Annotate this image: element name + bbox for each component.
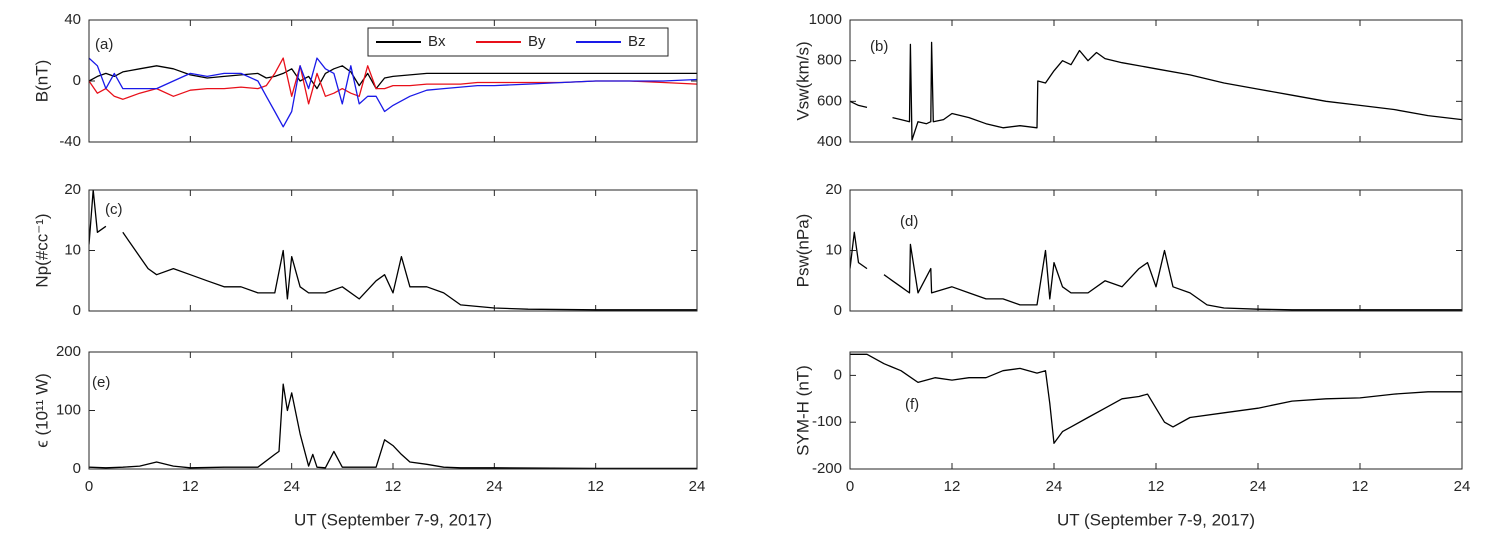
y-tick-label: 1000 <box>809 11 842 28</box>
y-tick-label: -100 <box>812 413 842 430</box>
legend-label: By <box>528 33 546 50</box>
y-tick-label: 0 <box>73 302 81 319</box>
data-line <box>89 57 697 128</box>
data-line <box>89 383 697 469</box>
y-tick-label: 0 <box>73 460 81 477</box>
y-tick-label: 100 <box>56 401 81 418</box>
panel: 0 10 20 (d) Psw(nPa) <box>793 181 1463 319</box>
legend-label: Bx <box>428 33 446 50</box>
y-tick-label: 0 <box>73 72 81 89</box>
data-line <box>89 190 697 311</box>
data-line <box>850 41 1462 141</box>
y-tick-label: 0 <box>834 366 842 383</box>
panel: 0 10 20 (c) Np(#cc⁻¹) <box>32 181 698 319</box>
panel-label: (e) <box>92 374 110 391</box>
y-tick-label: 600 <box>817 92 842 109</box>
axes-box <box>88 189 698 312</box>
panel-label: (c) <box>105 201 123 218</box>
y-axis-label: Psw(nPa) <box>793 214 812 288</box>
y-axis-label: Vsw(km/s) <box>793 41 812 120</box>
y-tick-label: 10 <box>825 241 842 258</box>
axes-box <box>849 351 1463 470</box>
panel: -200 -100 0 0 12 24 12 24 12 24 (f) SYM-H (nT) UT (S… <box>793 351 1471 529</box>
x-tick-label: 12 <box>587 478 604 495</box>
panel: 0 100 200 0 12 24 12 24 12 24 (e) ϵ (10¹¹ W) UT (Sep… <box>32 343 705 530</box>
x-tick-label: 24 <box>1250 478 1267 495</box>
x-tick-label: 12 <box>944 478 961 495</box>
x-tick-label: 0 <box>85 478 93 495</box>
x-axis-label: UT (September 7-9, 2017) <box>294 510 492 529</box>
legend: Bx By Bz <box>367 27 669 57</box>
y-axis-label: ϵ (10¹¹ W) <box>32 373 51 448</box>
axes-box <box>849 19 1463 143</box>
axes-box <box>849 189 1463 312</box>
x-tick-label: 24 <box>689 478 706 495</box>
y-axis-label: B(nT) <box>32 60 51 103</box>
y-axis-label: SYM-H (nT) <box>793 365 812 456</box>
x-tick-label: 12 <box>385 478 402 495</box>
x-tick-label: 12 <box>1148 478 1165 495</box>
panel: 400 600 800 1000 (b) Vsw(km/s) <box>793 11 1463 150</box>
y-tick-label: 200 <box>56 343 81 360</box>
panel: -40 0 40 (a) B(nT) Bx By Bz <box>32 11 698 150</box>
axes-box <box>88 19 698 143</box>
y-tick-label: 400 <box>817 133 842 150</box>
y-axis-label: Np(#cc⁻¹) <box>32 213 51 287</box>
y-tick-label: -40 <box>59 133 81 150</box>
data-line <box>850 231 1462 311</box>
x-tick-label: 24 <box>1046 478 1063 495</box>
y-tick-label: 10 <box>64 241 81 258</box>
panel-label: (d) <box>900 213 918 230</box>
x-tick-label: 24 <box>283 478 300 495</box>
x-tick-label: 0 <box>846 478 854 495</box>
x-tick-label: 12 <box>182 478 199 495</box>
legend-label: Bz <box>628 33 646 50</box>
y-tick-label: 20 <box>64 181 81 198</box>
y-tick-label: -200 <box>812 460 842 477</box>
x-tick-label: 24 <box>1454 478 1471 495</box>
panel-label: (a) <box>95 36 113 53</box>
data-line <box>89 57 697 105</box>
y-tick-label: 800 <box>817 52 842 69</box>
axes-box <box>88 351 698 470</box>
panel-label: (b) <box>870 38 888 55</box>
data-line <box>850 353 1462 444</box>
y-tick-label: 40 <box>64 11 81 28</box>
x-axis-label: UT (September 7-9, 2017) <box>1057 510 1255 529</box>
panel-label: (f) <box>905 396 919 413</box>
x-tick-label: 12 <box>1352 478 1369 495</box>
data-line <box>89 65 697 90</box>
y-tick-label: 0 <box>834 302 842 319</box>
y-tick-label: 20 <box>825 181 842 198</box>
x-tick-label: 24 <box>486 478 503 495</box>
